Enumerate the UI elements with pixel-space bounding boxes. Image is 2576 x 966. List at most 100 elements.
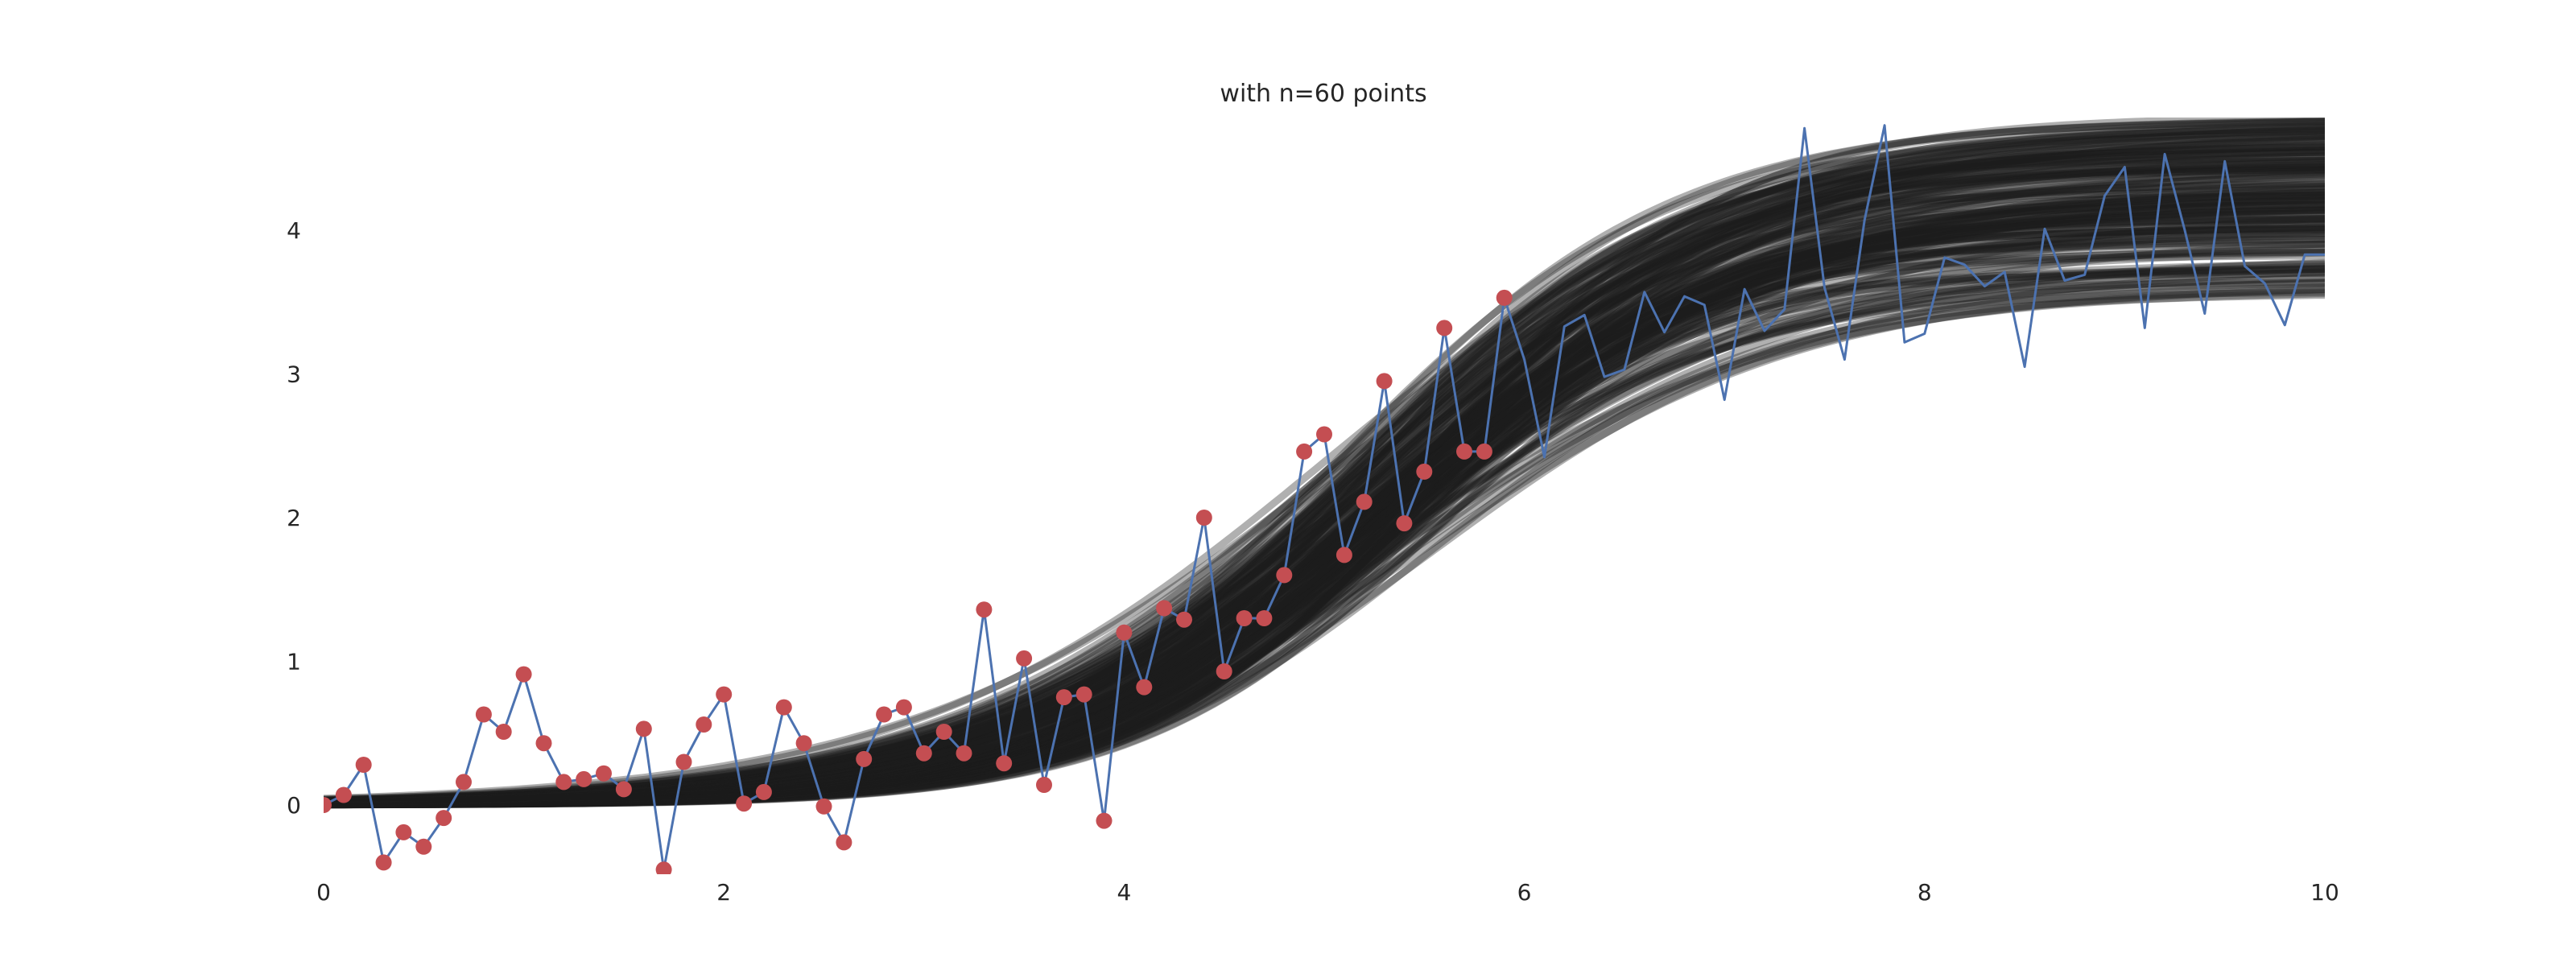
training-point [716,686,733,703]
posterior-sample-curve [324,126,2325,808]
training-point [1256,610,1273,626]
posterior-sample-curve [324,185,2325,806]
posterior-sample-curve [324,191,2325,807]
posterior-sample-curve [324,172,2325,807]
posterior-sample-curve [324,270,2325,808]
posterior-sample-curve [324,200,2325,808]
posterior-sample-curve [324,196,2325,808]
y-axis-ticks: 0 1 2 3 4 [287,217,301,819]
posterior-sample-curve [324,142,2325,807]
posterior-sample-curve [324,158,2325,806]
posterior-sample-curve [324,118,2325,807]
posterior-sample-curve [324,230,2325,808]
training-point [375,854,392,871]
x-tick-label: 6 [1517,879,1532,906]
posterior-sample-curve [324,163,2325,807]
training-point [456,774,472,791]
posterior-sample-curve [324,252,2325,808]
posterior-sample-curve [324,198,2325,807]
posterior-sample-curve [324,217,2325,808]
posterior-sample-curve [324,125,2325,807]
y-tick-label: 1 [287,649,301,675]
posterior-sample-curve [324,227,2325,805]
posterior-sample-curve [324,181,2325,808]
posterior-sample-curve [324,168,2325,805]
x-tick-label: 4 [1117,879,1131,906]
posterior-sample-curve [324,266,2325,808]
posterior-sample-curve [324,265,2325,809]
training-point [795,735,812,752]
training-point [1496,289,1513,306]
posterior-sample-curve [324,214,2325,808]
training-point [324,797,332,813]
training-point [1396,515,1413,532]
training-point [615,781,632,798]
posterior-sample-curve [324,235,2325,808]
posterior-sample-curve [324,193,2325,807]
posterior-sample-curve [324,163,2325,808]
training-point [535,735,552,752]
training-point [755,783,772,800]
training-point [1055,689,1072,706]
posterior-sample-curve [324,147,2325,808]
posterior-sample-curve [324,118,2325,804]
training-point [675,753,692,770]
posterior-sample-curve [324,148,2325,808]
posterior-sample-curve [324,148,2325,806]
training-point [515,666,532,683]
posterior-sample-curve [324,157,2325,807]
posterior-sample-curve [324,198,2325,807]
posterior-sample-curve [324,166,2325,808]
training-point [555,774,572,791]
training-point [1136,679,1153,696]
posterior-sample-curve [324,279,2325,807]
posterior-sample-curve [324,240,2325,809]
x-tick-label: 2 [716,879,731,906]
training-point [1456,443,1472,460]
training-point [1316,426,1332,443]
posterior-sample-curve [324,155,2325,808]
posterior-sample-curve [324,125,2325,807]
posterior-sample-curve [324,166,2325,805]
posterior-sample-curve [324,246,2325,808]
posterior-sample-curve [324,120,2325,803]
training-point [1036,777,1052,793]
training-point [996,755,1013,772]
posterior-sample-curve [324,183,2325,807]
posterior-sample-curve [324,138,2325,808]
posterior-sample-curve [324,163,2325,808]
posterior-sample-curve [324,146,2325,808]
posterior-sample-curve [324,140,2325,808]
training-point [1296,443,1313,460]
y-tick-label: 2 [287,505,301,531]
training-point [1075,686,1092,703]
training-point [836,834,852,851]
posterior-sample-curve [324,132,2325,805]
posterior-sample-curve [324,188,2325,807]
posterior-sample-curve [324,152,2325,808]
posterior-sample-curve [324,118,2325,808]
posterior-sample-curve [324,286,2325,805]
posterior-sample-curve [324,216,2325,807]
posterior-sample-curve [324,192,2325,807]
training-point [856,750,873,767]
posterior-sample-curve [324,188,2325,806]
posterior-sample-curve [324,225,2325,809]
training-point [1436,320,1453,336]
posterior-sample-curve [324,192,2325,809]
posterior-sample-curve [324,233,2325,809]
posterior-sample-curve [324,156,2325,807]
training-point [1356,493,1373,510]
posterior-sample-curve [324,196,2325,807]
training-point [436,810,452,827]
posterior-sample-curve [324,133,2325,805]
training-point [876,706,893,723]
training-point [415,838,432,855]
posterior-sample-curve [324,207,2325,808]
training-point [696,716,712,733]
training-point [355,757,372,773]
posterior-sample-curve [324,148,2325,806]
posterior-sample-curve [324,213,2325,808]
posterior-sample-curve [324,191,2325,807]
